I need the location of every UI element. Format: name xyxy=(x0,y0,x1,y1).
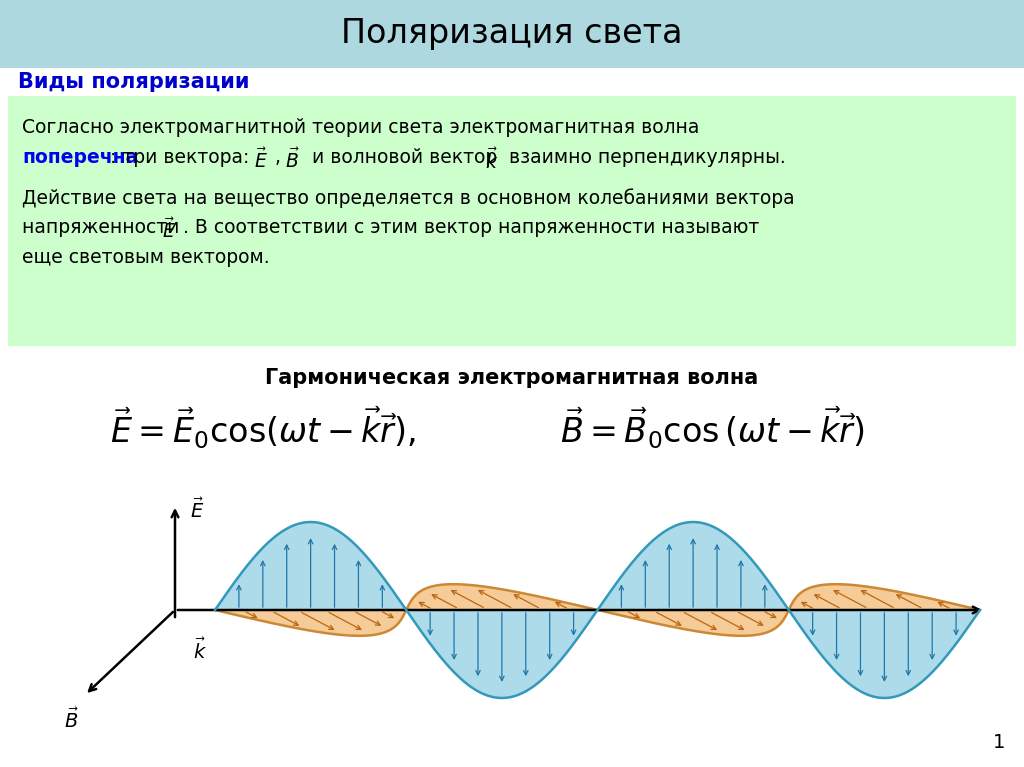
Polygon shape xyxy=(215,610,407,636)
Polygon shape xyxy=(788,584,980,610)
Text: и волновой вектор: и волновой вектор xyxy=(306,148,503,167)
Text: ,: , xyxy=(275,148,287,167)
Polygon shape xyxy=(407,610,597,698)
Bar xyxy=(8,96,1016,346)
Text: Виды поляризации: Виды поляризации xyxy=(18,72,250,92)
Text: $\vec{k}$: $\vec{k}$ xyxy=(485,148,499,173)
Polygon shape xyxy=(597,522,788,610)
Text: взаимно перпендикулярны.: взаимно перпендикулярны. xyxy=(503,148,785,167)
Polygon shape xyxy=(597,610,788,636)
Text: $\vec{E}$: $\vec{E}$ xyxy=(254,148,268,172)
Text: $\vec{k}$: $\vec{k}$ xyxy=(193,638,207,663)
Text: : три вектора:: : три вектора: xyxy=(110,148,255,167)
Text: Поляризация света: Поляризация света xyxy=(341,18,683,51)
Bar xyxy=(0,0,1024,68)
Polygon shape xyxy=(788,610,980,698)
Text: еще световым вектором.: еще световым вектором. xyxy=(22,248,269,267)
Text: напряженности: напряженности xyxy=(22,218,185,237)
Text: 1: 1 xyxy=(992,733,1005,752)
Text: $\vec{E}$: $\vec{E}$ xyxy=(162,218,176,242)
Polygon shape xyxy=(215,522,407,610)
Text: $\vec{E} = \vec{E}_0\mathrm{cos}(\omega t - \vec{k}\vec{r}),$: $\vec{E} = \vec{E}_0\mathrm{cos}(\omega … xyxy=(110,405,416,452)
Text: $\vec{B}$: $\vec{B}$ xyxy=(285,148,300,172)
Text: Гармоническая электромагнитная волна: Гармоническая электромагнитная волна xyxy=(265,368,759,388)
Text: $\vec{E}$: $\vec{E}$ xyxy=(190,498,204,522)
Text: Согласно электромагнитной теории света электромагнитная волна: Согласно электромагнитной теории света э… xyxy=(22,118,699,137)
Text: поперечна: поперечна xyxy=(22,148,138,167)
Polygon shape xyxy=(407,584,597,610)
Text: $\vec{B} = \vec{B}_0\mathrm{cos}\,(\omega t - \vec{k}\vec{r})$: $\vec{B} = \vec{B}_0\mathrm{cos}\,(\omeg… xyxy=(560,405,864,452)
Text: $\vec{B}$: $\vec{B}$ xyxy=(65,708,80,732)
Text: Действие света на вещество определяется в основном колебаниями вектора: Действие света на вещество определяется … xyxy=(22,188,795,208)
Text: . В соответствии с этим вектор напряженности называют: . В соответствии с этим вектор напряженн… xyxy=(183,218,759,237)
